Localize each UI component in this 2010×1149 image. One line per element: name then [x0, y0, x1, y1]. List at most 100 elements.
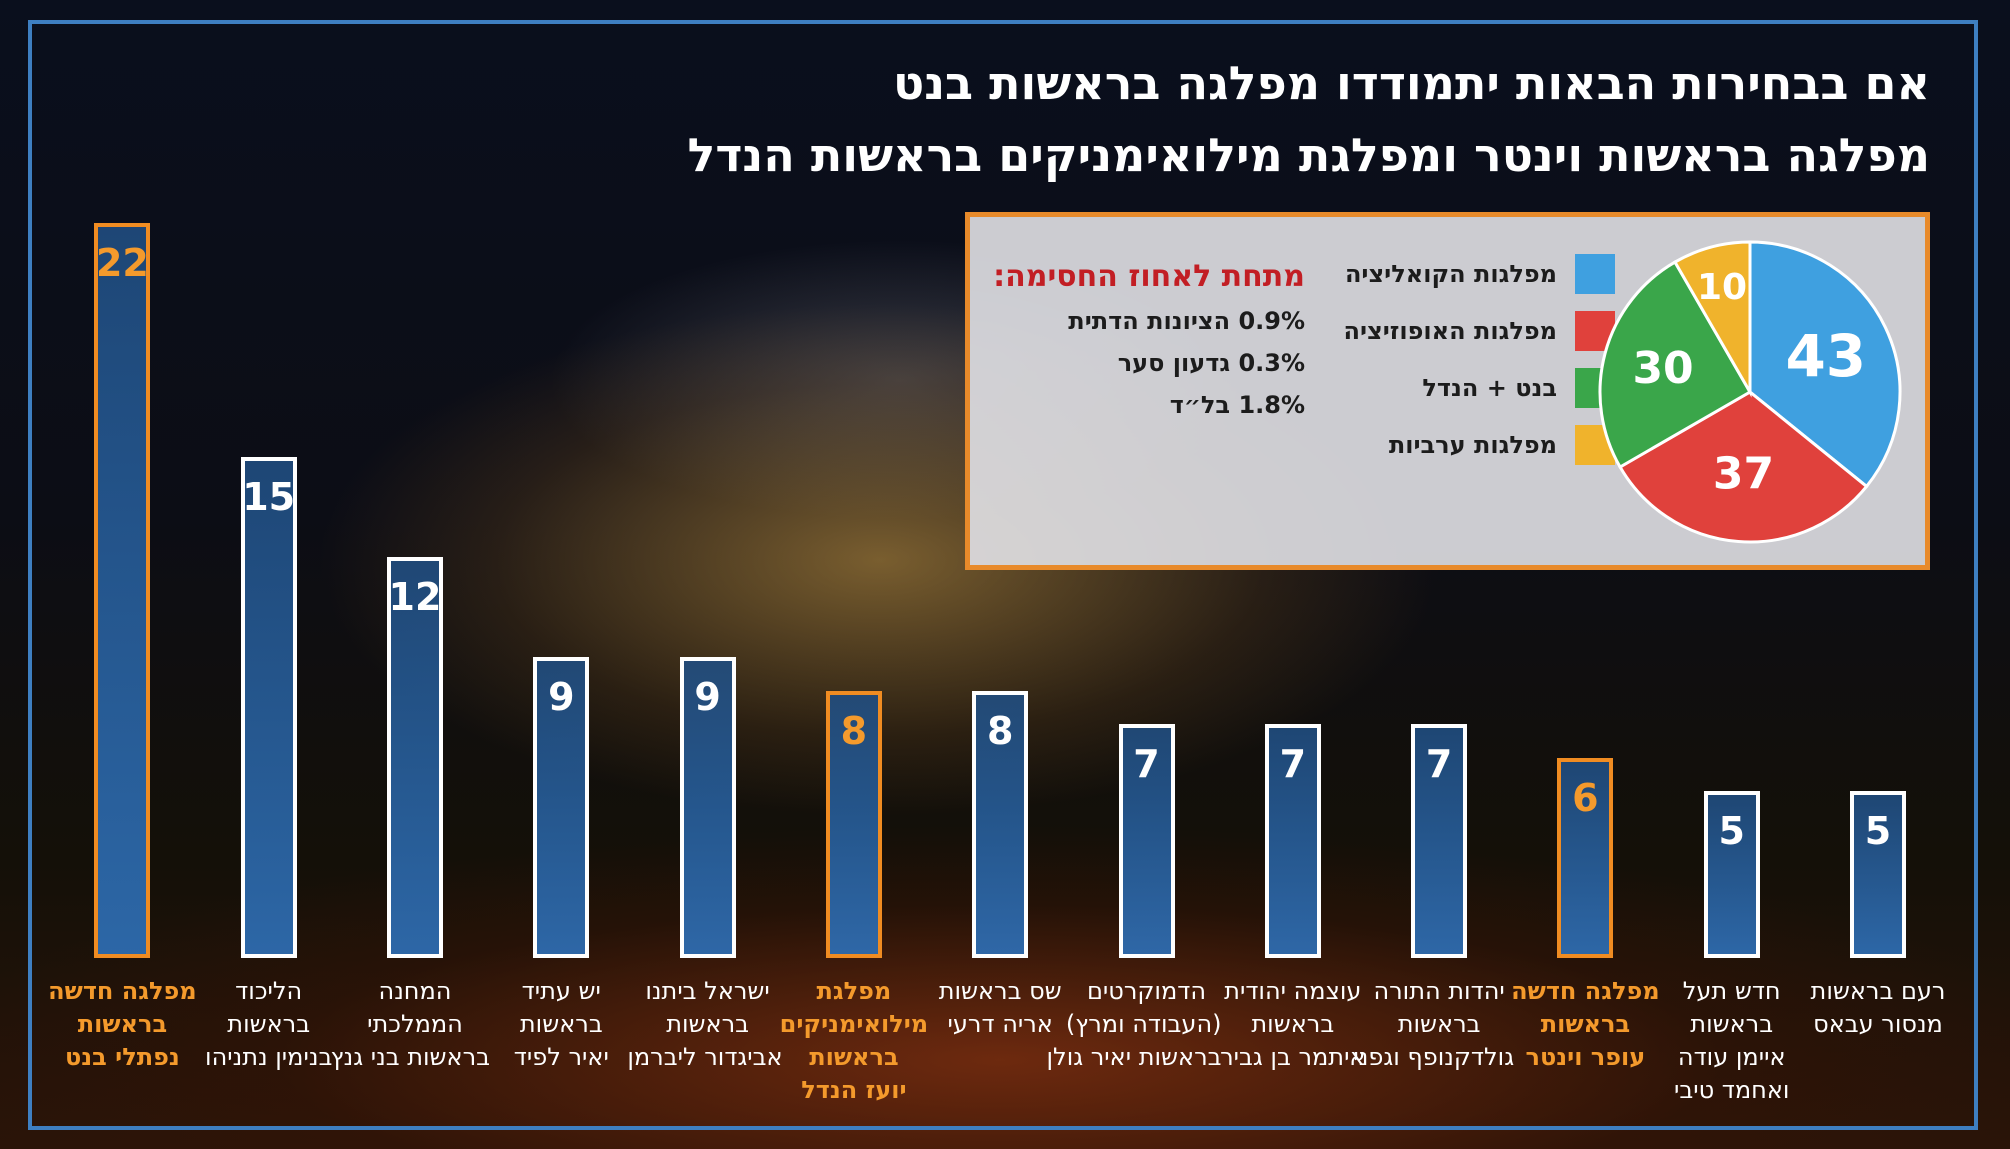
bar-category-label-line: מנסור עבאס [1813, 1010, 1943, 1038]
bar-category-label-line: הממלכתי [367, 1010, 463, 1038]
bar-category-label-line: הליכוד [235, 977, 303, 1005]
bar-value-label: 12 [388, 575, 442, 620]
pie-slice-value: 37 [1713, 449, 1774, 500]
bar-category-label: יש עתיד בראשות יאיר לפיד [486, 975, 636, 1074]
bar-category-label-line: איימן עודה [1677, 1043, 1786, 1071]
bar-category-label-line: רעם בראשות [1810, 977, 1946, 1005]
bar-value-label: 8 [986, 708, 1014, 753]
threshold-item: 0.3% גדעון סער [1117, 349, 1305, 377]
bar-value-label: 5 [1864, 809, 1892, 853]
bar [1264, 724, 1321, 958]
bar-category-label-line: בראשות [1251, 1010, 1335, 1038]
bar-value-label: 7 [1133, 742, 1160, 787]
bar [387, 557, 443, 958]
legend-label-bennett-hendel: בנט + הנדל [1422, 374, 1557, 402]
bar-category-label-line: בנימין נתניהו [205, 1043, 333, 1071]
legend-label-opposition: מפלגות האופוזיציה [1343, 317, 1557, 345]
bar-category-label-line: בראשות יאיר גולן [1046, 1043, 1222, 1071]
legend-item-arab-parties: מפלגות ערביות [1325, 425, 1615, 469]
bar-category-label-line: אריה דרעי [947, 1010, 1053, 1038]
bar-category-label-line: מפלגה חדשה [48, 977, 197, 1005]
title-line-2: מפלגה בראשות וינטר ומפלגת מילואימניקים ב… [687, 128, 1930, 182]
bar-category-label: עוצמה יהודית בראשות איתמר בן גביר [1218, 975, 1368, 1074]
pie-slice-value: 10 [1697, 267, 1747, 308]
bar [533, 657, 590, 958]
bar-value-label: 22 [95, 241, 149, 286]
bar-category-label-line: יועז הנדל [801, 1076, 907, 1104]
pie-slice [1748, 240, 1902, 489]
bar-category-label: יהדות התורה בראשות גולדקנופף וגפני [1353, 975, 1515, 1074]
bar-category-label-line: בראשות בני גנץ [330, 1043, 490, 1071]
bar-category-label-line: שס בראשות [938, 977, 1062, 1005]
bar-category-label-line: בראשות [1540, 1010, 1631, 1038]
pie-slice [1672, 240, 1752, 398]
bar-category-label-line: הדמוקרטים [1086, 977, 1207, 1005]
pie-slice-value: 43 [1785, 322, 1866, 390]
bar-value-label: 9 [694, 675, 721, 720]
pie-slice [1598, 260, 1753, 470]
threshold-item: 1.8% בל״ד [1169, 391, 1305, 419]
bar [972, 690, 1029, 958]
bar-category-label-line: (העבודה ומרץ) [1065, 1010, 1222, 1038]
bar-category-label-line: בראשות [1690, 1010, 1774, 1038]
bar [1557, 757, 1614, 958]
bar-value-label: 6 [1572, 775, 1599, 820]
title-line-1: אם בבחירות הבאות יתמודדו מפלגה בראשות בנ… [892, 56, 1930, 110]
bar-category-label-line: יש עתיד [521, 977, 601, 1005]
legend-item-opposition: מפלגות האופוזיציה [1325, 311, 1615, 355]
bar-category-label-line: אביגדור ליברמן [627, 1043, 783, 1071]
bar-category-label-line: מפלגה חדשה [1511, 977, 1660, 1005]
bar-category-label-line: המחנה [378, 977, 452, 1005]
bar-category-label-line: יאיר לפיד [513, 1043, 609, 1071]
bar [94, 223, 151, 958]
bar-category-label-line: ישראל ביתנו [645, 977, 770, 1005]
bar [240, 457, 297, 958]
bar-category-label: המחנה הממלכתי בראשות בני גנץ [330, 975, 490, 1074]
bar-category-label-line: בראשות [666, 1010, 749, 1038]
bar [1411, 724, 1468, 958]
bar [1118, 724, 1175, 958]
bar-value-label: 7 [1279, 742, 1307, 787]
legend-label-coalition: מפלגות הקואליציה [1344, 260, 1557, 288]
bar-category-label: חדש תעל בראשות איימן עודה ואחמד טיבי [1657, 975, 1807, 1107]
bar-category-label-line: מילואימניקים [779, 1010, 929, 1038]
bar-value-label: 15 [242, 475, 296, 519]
bar-category-label: שס בראשות אריה דרעי [925, 975, 1075, 1041]
bar-category-label: מפלגה חדשה בראשות עופר וינטר [1510, 975, 1660, 1074]
bar-value-label: 8 [840, 708, 868, 753]
bar-category-label: הדמוקרטים (העבודה ומרץ) בראשות יאיר גולן [1046, 975, 1222, 1074]
bar-category-label: הליכוד בראשות בנימין נתניהו [194, 975, 344, 1074]
bar-category-label-line: איתמר בן גביר [1220, 1043, 1366, 1071]
bar-category-label-line: נפתלי בנט [64, 1043, 180, 1071]
bar-category-label: רעם בראשות מנסור עבאס [1803, 975, 1953, 1041]
bar-category-label-line: בראשות [519, 1010, 603, 1038]
bar-category-label-line: ואחמד טיבי [1673, 1076, 1790, 1104]
legend-swatch-coalition [1575, 254, 1615, 294]
bar-category-label-line: יהדות התורה [1373, 977, 1505, 1005]
bar-category-label-line: חדש תעל [1682, 977, 1781, 1005]
bar-category-label-line: בראשות [77, 1010, 168, 1038]
infographic-frame [28, 20, 1978, 1130]
bar-category-label-line: עופר וינטר [1525, 1043, 1646, 1071]
legend-label-arab-parties: מפלגות ערביות [1388, 431, 1557, 459]
bar-value-label: 5 [1718, 809, 1745, 853]
bar [1703, 791, 1760, 958]
threshold-title: מתחת לאחוז החסימה: [993, 259, 1305, 294]
bar-value-label: 7 [1425, 742, 1453, 787]
bar [1850, 791, 1906, 958]
bar-category-label: ישראל ביתנו בראשות אביגדור ליברמן [627, 975, 783, 1074]
bar-category-label-line: עוצמה יהודית [1224, 977, 1362, 1005]
bar [825, 690, 882, 958]
bar-category-label-line: גולדקנופף וגפני [1353, 1043, 1515, 1071]
bar [679, 657, 736, 958]
pie-slice-value: 30 [1632, 343, 1693, 394]
threshold-item: 0.9% הציונות הדתית [1068, 307, 1305, 335]
bar-value-label: 9 [548, 675, 575, 720]
bar-category-label-line: מפלגת [816, 977, 892, 1005]
bar-category-label-line: בראשות [809, 1043, 899, 1071]
legend-item-coalition: מפלגות הקואליציה [1325, 254, 1615, 298]
bar-category-label: מפלגה חדשה בראשות נפתלי בנט [47, 975, 197, 1074]
pie-slice [1618, 390, 1869, 544]
